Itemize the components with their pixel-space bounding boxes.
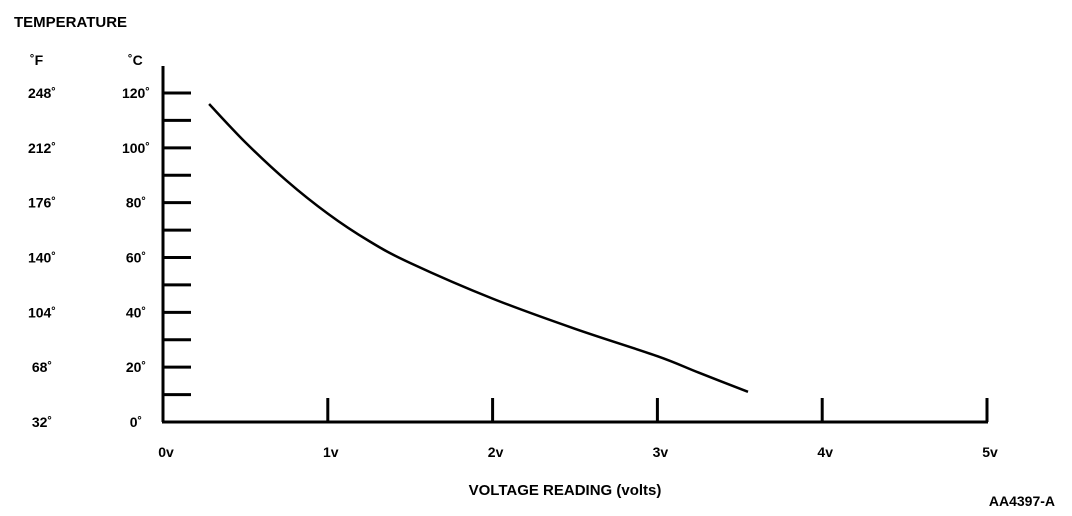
y-tick-label-fahrenheit: 248˚	[28, 85, 56, 101]
x-tick-label: 0v	[158, 444, 174, 460]
x-tick-label: 1v	[323, 444, 339, 460]
x-axis: 0v 1v 2v 3v 4v 5v	[158, 398, 998, 460]
y-tick-label-fahrenheit: 68˚	[32, 359, 52, 375]
chart-title: TEMPERATURE	[14, 14, 127, 31]
figure-id: AA4397-A	[989, 493, 1055, 509]
y-tick-label-fahrenheit: 212˚	[28, 140, 56, 156]
x-tick-label: 5v	[982, 444, 998, 460]
y-unit-celsius: ˚C	[128, 52, 143, 68]
y-tick-label-fahrenheit: 140˚	[28, 250, 56, 266]
y-tick-label-fahrenheit: 32˚	[32, 414, 52, 430]
series-line	[208, 103, 749, 393]
series-group	[208, 103, 749, 393]
y-tick-label-celsius: 80˚	[126, 195, 146, 211]
y-tick-label-celsius: 20˚	[126, 359, 146, 375]
y-tick-label-celsius: 40˚	[126, 304, 146, 320]
x-tick-label: 2v	[488, 444, 504, 460]
y-tick-label-celsius: 100˚	[122, 140, 150, 156]
y-tick-label-celsius: 60˚	[126, 250, 146, 266]
y-tick-label-fahrenheit: 104˚	[28, 304, 56, 320]
x-tick-label: 4v	[817, 444, 833, 460]
y-tick-label-celsius: 0˚	[130, 414, 142, 430]
y-tick-label-fahrenheit: 176˚	[28, 195, 56, 211]
y-unit-fahrenheit: ˚F	[30, 52, 44, 68]
x-axis-label: VOLTAGE READING (volts)	[469, 482, 662, 499]
y-tick-label-celsius: 120˚	[122, 85, 150, 101]
y-axis: 32˚ 0˚ 68˚ 20˚ 104˚ 40˚ 140˚ 60˚ 176˚ 80˚ 212˚ 100˚…	[28, 66, 191, 430]
x-tick-label: 3v	[653, 444, 669, 460]
